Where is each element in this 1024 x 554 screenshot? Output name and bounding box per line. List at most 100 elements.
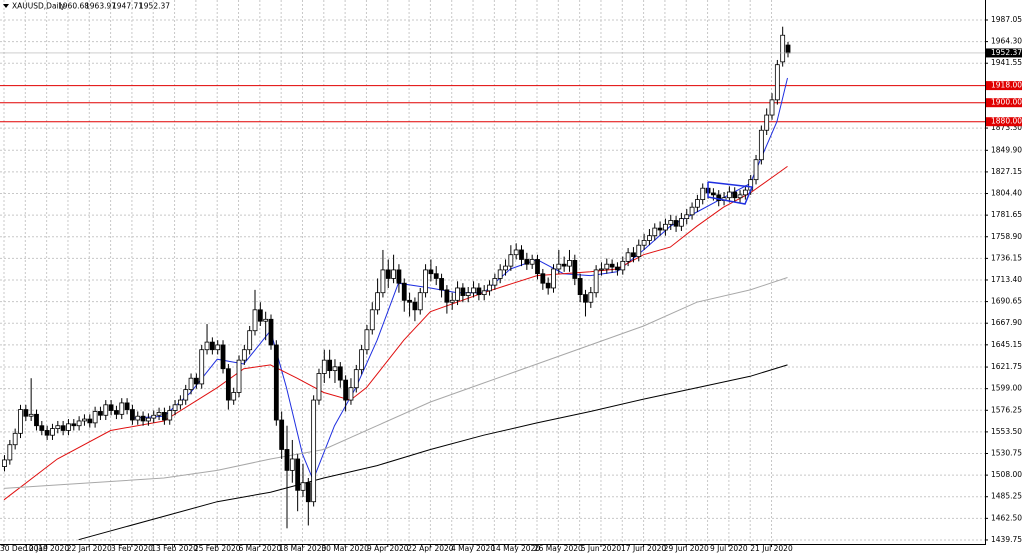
candle-body — [567, 260, 572, 267]
candle-body — [140, 415, 146, 422]
candle-body — [540, 273, 546, 284]
y-tick-label: 1485.25 — [991, 492, 1022, 501]
candle-body — [465, 292, 471, 296]
last-price-label: 1952.37 — [991, 48, 1022, 57]
candle-body — [172, 404, 178, 411]
candle-body — [551, 268, 556, 289]
candle-body — [167, 410, 173, 421]
level-label: 1918.00 — [991, 81, 1022, 90]
x-tick-label: 22 Jan 2020 — [67, 544, 112, 553]
candle-body — [295, 458, 301, 491]
candle-body — [204, 341, 210, 351]
x-tick-label: 25 Feb 2020 — [194, 544, 241, 553]
x-tick-label: 30 Dec 2019 — [0, 544, 48, 553]
candle-body — [732, 191, 738, 199]
candle-body — [257, 309, 263, 322]
candle-body — [177, 399, 183, 406]
candle-body — [758, 129, 764, 161]
candle-body — [252, 309, 258, 332]
header-low: 1947.71 — [112, 2, 143, 11]
candle-body — [492, 278, 498, 286]
candle-body — [742, 189, 748, 196]
y-tick-label: 1621.75 — [991, 362, 1022, 371]
candle-body — [572, 260, 578, 279]
candle-body — [391, 269, 396, 279]
candle-body — [300, 482, 306, 491]
y-tick-label: 1964.30 — [991, 37, 1022, 46]
candle-body — [689, 206, 695, 216]
candle-body — [636, 244, 642, 258]
x-tick-label: 10 Jan 2020 — [24, 544, 69, 553]
x-tick-label: 21 Jul 2020 — [750, 544, 793, 553]
x-tick-label: 17 Jun 2020 — [621, 544, 666, 553]
candle-body — [220, 344, 226, 370]
candle-body — [284, 449, 290, 471]
candle-body — [199, 349, 205, 385]
candle-body — [98, 411, 103, 416]
x-tick-label: 9 Jul 2020 — [710, 544, 748, 553]
x-tick-label: 30 Mar 2020 — [321, 544, 369, 553]
y-tick-label: 1690.65 — [991, 297, 1022, 306]
x-tick-label: 4 May 2020 — [451, 544, 495, 553]
candle-body — [444, 289, 450, 303]
candle-body — [289, 458, 295, 471]
candle-body — [620, 260, 626, 271]
candle-body — [321, 359, 327, 374]
moving-average-line — [3, 277, 788, 489]
x-tick-label: 6 Mar 2020 — [238, 544, 281, 553]
candle-body — [23, 409, 29, 417]
candle-body — [146, 417, 151, 422]
candle-body — [449, 299, 455, 303]
y-tick-label: 1508.00 — [991, 470, 1022, 479]
candle-body — [657, 227, 663, 231]
candle-body — [327, 359, 333, 372]
candle-body — [236, 359, 242, 393]
candle-body — [385, 269, 391, 279]
candle-body — [18, 409, 23, 434]
candle-body — [103, 404, 109, 416]
candle-body — [316, 373, 322, 401]
x-tick-label: 14 May 2020 — [491, 544, 540, 553]
y-tick-label: 1713.40 — [991, 275, 1022, 284]
candle-body — [503, 265, 508, 271]
candle-body — [66, 423, 71, 431]
candle-body — [114, 410, 119, 415]
moving-average-line — [78, 364, 788, 541]
y-tick-label: 1599.00 — [991, 384, 1022, 393]
candle-body — [780, 34, 786, 63]
candle-body — [423, 269, 428, 294]
candle-body — [369, 309, 375, 331]
candle-body — [279, 419, 285, 450]
candle-body — [535, 259, 540, 275]
x-tick-label: 9 Apr 2020 — [367, 544, 409, 553]
candle-body — [348, 387, 354, 401]
candle-body — [82, 418, 87, 422]
candle-body — [556, 263, 562, 270]
candle-body — [364, 329, 370, 351]
candle-body — [44, 430, 50, 436]
candle-body — [695, 199, 700, 208]
candle-body — [439, 278, 444, 291]
y-tick-label: 1553.50 — [991, 427, 1022, 436]
candle-body — [769, 99, 775, 116]
candle-body — [476, 287, 482, 296]
candle-body — [679, 218, 684, 227]
candle-body — [641, 240, 647, 246]
symbol-title: XAUUSD,Daily — [12, 2, 66, 11]
level-label: 1880.00 — [991, 117, 1022, 126]
candle-body — [545, 282, 551, 289]
candle-body — [305, 482, 311, 503]
candle-body — [668, 220, 674, 225]
candle-body — [124, 402, 130, 410]
candle-body — [71, 423, 77, 427]
candle-body — [647, 235, 652, 241]
candle-body — [774, 64, 780, 101]
candle-body — [417, 292, 423, 311]
candle-body — [156, 412, 162, 416]
candle-body — [183, 389, 189, 401]
candle-body — [359, 349, 365, 371]
candle-body — [684, 214, 690, 220]
header-high: 1963.97 — [85, 2, 116, 11]
candle-body — [753, 159, 759, 181]
candle-body — [407, 299, 412, 303]
